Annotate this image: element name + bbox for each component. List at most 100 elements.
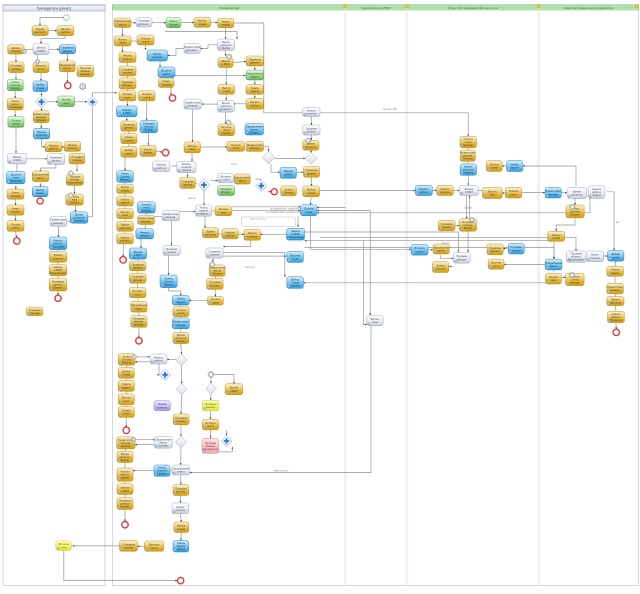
svg-text:Салона: Салона [124,138,134,142]
svg-text:Запись: Запись [248,231,257,235]
svg-text:менедж.: менедж. [570,281,581,284]
svg-text:работы: работы [611,315,620,319]
svg-text:Оформление: Оформление [287,235,304,239]
svg-text:абонем.: абонем. [221,190,231,194]
svg-text:плана: плана [36,192,44,195]
svg-text:Звонок: Звонок [54,265,63,269]
svg-text:до/после: до/после [305,145,317,149]
svg-text:менедж.: менедж. [80,73,91,76]
svg-text:Салона: Салона [161,82,171,86]
svg-text:Выбор: Выбор [291,278,300,282]
svg-text:задачи: задачи [121,477,130,480]
svg-text:абонем.: абонем. [121,444,131,448]
svg-text:Продажа: Продажа [209,280,221,284]
svg-text:Встреча: Встреча [149,543,160,547]
svg-text:Оформление: Оформление [172,466,189,470]
svg-text:Звонок: Звонок [221,59,230,63]
svg-text:Приветствие: Приветствие [247,143,263,147]
svg-text:счета: счета [143,207,150,210]
svg-text:Проверка: Проверка [52,244,65,248]
svg-text:Встреча: Встреча [161,69,172,73]
svg-text:Салона: Салона [169,22,179,26]
svg-text:Конец: Конец [177,505,185,509]
svg-text:Проверка: Проверка [52,280,65,284]
svg-text:в БМЗ: в БМЗ [284,172,292,176]
svg-text:абонем.: абонем. [134,320,144,324]
svg-text:в БМЗ: в БМЗ [230,389,238,393]
svg-text:Конец: Конец [591,253,599,257]
svg-text:зала: зала [372,321,378,324]
svg-text:счета: счета [232,147,239,150]
svg-text:Не разработать подробности: Не разработать подробности [270,208,303,211]
svg-text:до/после: до/после [205,233,217,237]
svg-text:Продажа: Продажа [205,441,217,445]
svg-text:до/после: до/после [571,193,583,197]
svg-text:задачи: задачи [611,272,620,275]
svg-text:зала: зала [72,199,78,202]
svg-text:гостя: гостя [60,546,67,549]
svg-text:Конец: Конец [285,187,293,191]
svg-text:задачи: задачи [122,387,131,390]
svg-text:Проверка: Проверка [119,499,132,503]
svg-text:абонем.: абонем. [80,69,90,73]
svg-text:Начало: Начало [123,54,133,58]
svg-text:клиента: клиента [120,240,130,243]
svg-text:Фитнес: Фитнес [211,297,221,301]
svg-text:в БМЗ: в БМЗ [13,158,21,162]
svg-text:до/после: до/после [175,336,187,340]
svg-text:Приветствие: Приветствие [118,438,134,442]
svg-text:менедж.: менедж. [610,289,621,292]
svg-text:Встреча: Встреча [414,246,425,250]
svg-text:Оформление: Оформление [131,303,148,307]
svg-text:счета: счета [305,211,312,214]
svg-text:Встреча: Встреча [290,253,301,257]
svg-text:Встреча: Встреча [205,421,216,425]
svg-text:гостя: гостя [207,425,214,428]
svg-text:менедж.: менедж. [166,216,177,219]
svg-text:Начало: Начало [592,187,602,191]
svg-text:задачи: задачи [177,545,186,548]
svg-text:Салона: Салона [164,279,174,283]
svg-text:данных: данных [307,172,317,175]
svg-text:Оплата: Оплата [509,189,519,193]
svg-text:Фитнес: Фитнес [488,189,498,193]
svg-text:клиента: клиента [570,210,580,213]
svg-text:Начало: Начало [120,470,130,474]
svg-text:в БМЗ: в БМЗ [292,232,300,236]
svg-text:гостя: гостя [163,73,170,76]
svg-text:Оплата: Оплата [142,203,152,207]
svg-text:работы: работы [250,103,259,107]
svg-text:счета: счета [13,123,20,126]
svg-text:Отправка: Отправка [29,308,41,312]
svg-text:до/после: до/после [73,216,85,220]
svg-text:Оформление: Оформление [246,71,263,75]
svg-text:Продажа: Продажа [456,254,468,258]
svg-text:письма: письма [159,444,169,447]
svg-text:зала: зала [125,96,131,99]
svg-text:Да: Да [616,221,620,224]
svg-text:Оформление: Оформление [246,124,263,128]
svg-text:данных: данных [133,267,143,270]
svg-text:Хочет: Хочет [231,163,238,166]
svg-text:зала: зала [490,194,496,197]
svg-text:Оформление: Оформление [114,19,131,23]
svg-text:плана: плана [125,152,133,155]
svg-text:Звонок: Звонок [134,250,143,254]
svg-text:Приветствие: Приветствие [51,218,67,222]
svg-text:Запись: Запись [307,108,316,112]
svg-text:Встреча: Встреча [133,289,144,293]
svg-text:Узнать: Узнать [11,99,20,103]
svg-text:не разрабатывать подробности: не разрабатывать подробности [266,211,302,214]
svg-text:Узнать: Узнать [121,197,130,201]
svg-text:карты: карты [213,270,220,273]
svg-text:карты: карты [251,128,258,131]
svg-text:задачи: задачи [199,210,208,213]
svg-text:Салона: Салона [10,83,20,87]
svg-text:данных: данных [167,251,177,254]
svg-text:абонем.: абонем. [139,22,149,26]
svg-text:Отправка: Отправка [132,275,144,279]
svg-text:Выбор: Выбор [36,188,45,192]
svg-text:Проверка: Проверка [166,247,179,251]
svg-text:Встреча: Встреча [491,261,502,265]
svg-text:менедж.: менедж. [53,222,64,225]
